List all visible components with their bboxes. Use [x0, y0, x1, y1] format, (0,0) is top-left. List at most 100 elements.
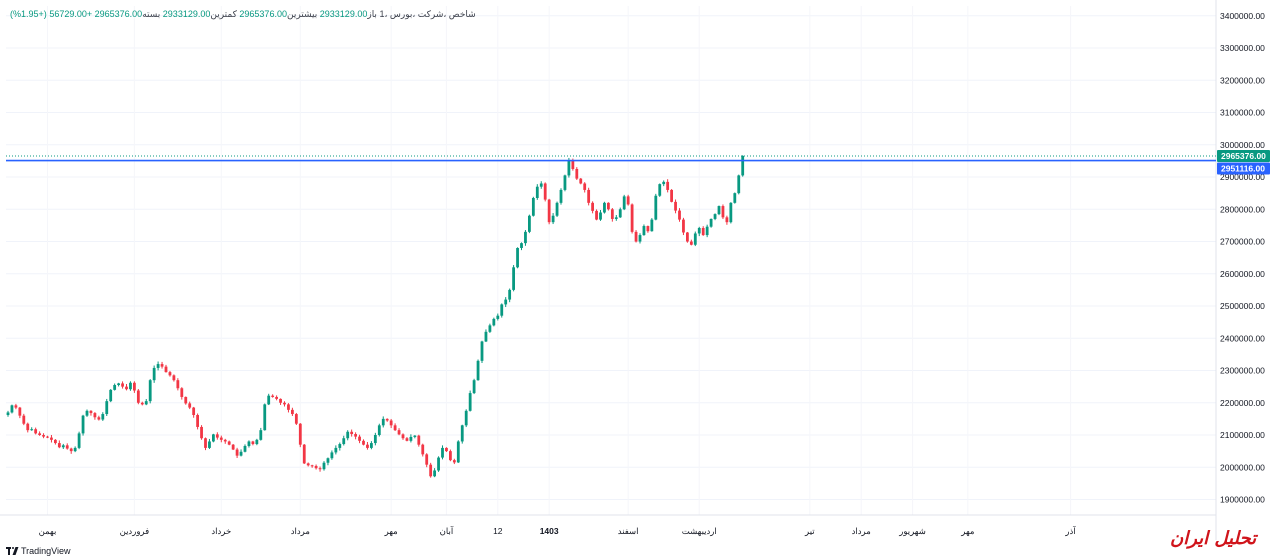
x-tick-label: 1403 — [540, 526, 559, 536]
candle-body — [366, 444, 369, 448]
candle-body — [630, 204, 634, 232]
candle-body — [184, 396, 188, 404]
candle-body — [460, 425, 464, 442]
y-tick-label: 2800000.00 — [1220, 204, 1265, 214]
price-axis[interactable]: 1900000.00 2000000.00 2100000.00 2200000.00… — [1220, 11, 1265, 505]
legend-close: 2965376.00 — [94, 9, 143, 19]
candle-body — [539, 183, 543, 187]
candle-body — [531, 197, 535, 216]
candle-body — [686, 232, 689, 242]
candle-body — [603, 202, 606, 213]
candle-body — [456, 441, 460, 463]
candle-body — [212, 434, 215, 442]
time-axis[interactable]: بهمن فروردین خرداد مرداد مهر آبان 12 1403 اسفند ا… — [39, 525, 1077, 537]
candle-body — [156, 364, 160, 368]
candle-body — [666, 181, 670, 190]
candle-body — [57, 443, 61, 448]
x-tick-label: آذر — [1064, 525, 1076, 537]
candle-body — [148, 380, 152, 402]
candle-body — [54, 439, 57, 444]
candle-body — [472, 380, 476, 394]
candle-body — [362, 440, 365, 445]
horizontal-lines[interactable] — [6, 155, 1216, 162]
candle-body — [370, 443, 373, 448]
candle-body — [610, 209, 614, 219]
candle-body — [204, 438, 207, 448]
candle-body — [658, 184, 662, 196]
price-tags: 2965376.00 2951116.00 — [1217, 149, 1270, 175]
y-tick-label: 2700000.00 — [1220, 237, 1265, 247]
candle-body — [725, 217, 729, 223]
candle-body — [65, 445, 69, 449]
candle-body — [741, 155, 745, 176]
candle-body — [520, 243, 523, 248]
candle-body — [200, 426, 203, 439]
candle-body — [607, 202, 610, 210]
candle-body — [310, 465, 314, 467]
candle-body — [196, 415, 199, 427]
candle-body — [492, 318, 496, 326]
candle-body — [583, 183, 587, 190]
candle-body — [298, 423, 302, 445]
candles — [6, 155, 745, 478]
legend-symbol[interactable]: شاخص ،شرکت ،بورس ،1 — [379, 9, 476, 19]
candle-body — [488, 325, 492, 332]
candle-body — [373, 435, 377, 444]
candle-body — [144, 401, 148, 405]
tradingview-logo[interactable]: TradingView — [6, 546, 71, 556]
candle-body — [646, 226, 650, 232]
legend-high-label: بیشترین — [286, 9, 318, 19]
candle-body — [125, 386, 128, 390]
tradingview-icon — [6, 547, 19, 555]
candle-body — [223, 439, 227, 442]
candle-body — [737, 175, 741, 194]
candle-body — [22, 415, 26, 424]
y-tick-label: 2200000.00 — [1220, 398, 1265, 408]
candle-body — [670, 189, 673, 202]
candle-body — [662, 181, 666, 185]
candle-body — [140, 402, 144, 405]
candle-body — [500, 304, 504, 316]
candle-body — [528, 215, 531, 232]
candle-body — [235, 449, 239, 456]
candle-body — [109, 389, 113, 402]
candle-body — [322, 462, 326, 470]
level-tag: 2951116.00 — [1221, 164, 1265, 174]
legend-low: 2933129.00 — [162, 9, 211, 19]
candle-body — [449, 451, 452, 461]
x-tick-label: مهر — [384, 526, 399, 537]
candle-body — [579, 178, 583, 184]
candle-body — [136, 390, 140, 403]
y-tick-label: 2400000.00 — [1220, 333, 1265, 343]
candle-body — [101, 414, 105, 420]
x-tick-label: اسفند — [618, 526, 639, 536]
candle-body — [563, 175, 567, 190]
candle-body — [385, 418, 389, 421]
tradingview-label: TradingView — [21, 546, 71, 556]
candle-body — [559, 189, 563, 203]
y-tick-label: 3000000.00 — [1220, 140, 1265, 150]
legend-high: 2965376.00 — [239, 9, 287, 19]
y-tick-label: 2100000.00 — [1220, 430, 1265, 440]
candle-body — [618, 209, 622, 218]
candle-body — [77, 433, 81, 448]
candle-body — [638, 235, 642, 242]
watermark-logo: تحلیل ایران — [1170, 528, 1257, 549]
candle-body — [409, 436, 413, 441]
y-tick-label: 2600000.00 — [1220, 269, 1265, 279]
y-tick-label: 2000000.00 — [1220, 462, 1265, 472]
candle-body — [622, 196, 626, 210]
candle-body — [358, 436, 361, 441]
candle-body — [626, 196, 630, 205]
candle-body — [89, 410, 93, 414]
candle-body — [429, 464, 433, 477]
candle-body — [255, 439, 259, 445]
level-tag-bg — [1217, 162, 1270, 175]
candle-body — [555, 202, 559, 216]
legend-open: 2933129.00 — [319, 9, 368, 19]
candle-body — [168, 372, 172, 376]
ohlc-legend: شاخص ،شرکت ،بورس ،1 باز2933129.00 بیشتری… — [10, 9, 476, 20]
candle-body — [709, 218, 713, 227]
candle-body — [164, 366, 168, 373]
